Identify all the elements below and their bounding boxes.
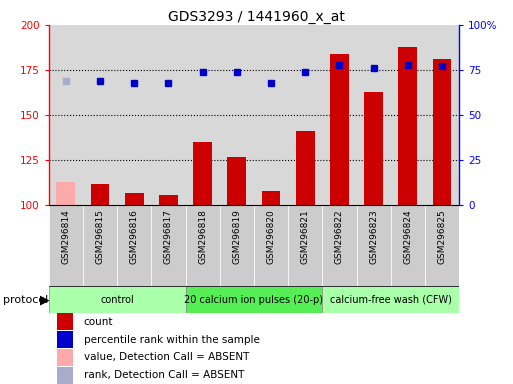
Bar <box>83 205 117 286</box>
Bar <box>399 46 417 205</box>
Bar <box>391 205 425 286</box>
Text: GSM296816: GSM296816 <box>130 210 139 264</box>
Bar <box>254 205 288 286</box>
Bar <box>425 205 459 286</box>
Bar <box>125 193 144 205</box>
Text: GSM296823: GSM296823 <box>369 210 378 264</box>
Bar <box>57 349 73 366</box>
Bar <box>357 205 391 286</box>
Bar <box>49 205 83 286</box>
Bar <box>56 182 75 205</box>
Text: value, Detection Call = ABSENT: value, Detection Call = ABSENT <box>84 353 249 362</box>
Text: rank, Detection Call = ABSENT: rank, Detection Call = ABSENT <box>84 370 244 380</box>
Text: GSM296819: GSM296819 <box>232 210 241 264</box>
Text: control: control <box>100 295 134 305</box>
Bar <box>117 205 151 286</box>
Bar <box>186 205 220 286</box>
Text: GSM296820: GSM296820 <box>267 210 275 264</box>
Bar <box>49 286 186 313</box>
Bar <box>57 331 73 348</box>
Text: GSM296817: GSM296817 <box>164 210 173 264</box>
Text: GSM296821: GSM296821 <box>301 210 310 264</box>
Bar <box>432 59 451 205</box>
Bar <box>262 191 281 205</box>
Bar <box>193 142 212 205</box>
Text: count: count <box>84 317 113 327</box>
Text: GSM296825: GSM296825 <box>438 210 446 264</box>
Text: GSM296818: GSM296818 <box>198 210 207 264</box>
Bar <box>322 205 357 286</box>
Bar <box>151 205 186 286</box>
Bar <box>288 205 322 286</box>
Bar <box>57 367 73 384</box>
Text: protocol: protocol <box>3 295 48 305</box>
Text: ▶: ▶ <box>40 293 50 306</box>
Text: calcium-free wash (CFW): calcium-free wash (CFW) <box>330 295 451 305</box>
Bar <box>186 286 322 313</box>
Bar <box>220 205 254 286</box>
Text: GSM296814: GSM296814 <box>62 210 70 264</box>
Text: GSM296824: GSM296824 <box>403 210 412 264</box>
Text: 20 calcium ion pulses (20-p): 20 calcium ion pulses (20-p) <box>185 295 323 305</box>
Bar <box>91 184 109 205</box>
Text: GSM296822: GSM296822 <box>335 210 344 264</box>
Bar <box>364 92 383 205</box>
Text: percentile rank within the sample: percentile rank within the sample <box>84 334 260 344</box>
Bar <box>57 313 73 330</box>
Text: GDS3293 / 1441960_x_at: GDS3293 / 1441960_x_at <box>168 10 345 23</box>
Bar <box>322 286 459 313</box>
Bar <box>159 195 178 205</box>
Text: GSM296815: GSM296815 <box>95 210 105 264</box>
Bar <box>330 54 349 205</box>
Bar <box>227 157 246 205</box>
Bar <box>296 131 314 205</box>
